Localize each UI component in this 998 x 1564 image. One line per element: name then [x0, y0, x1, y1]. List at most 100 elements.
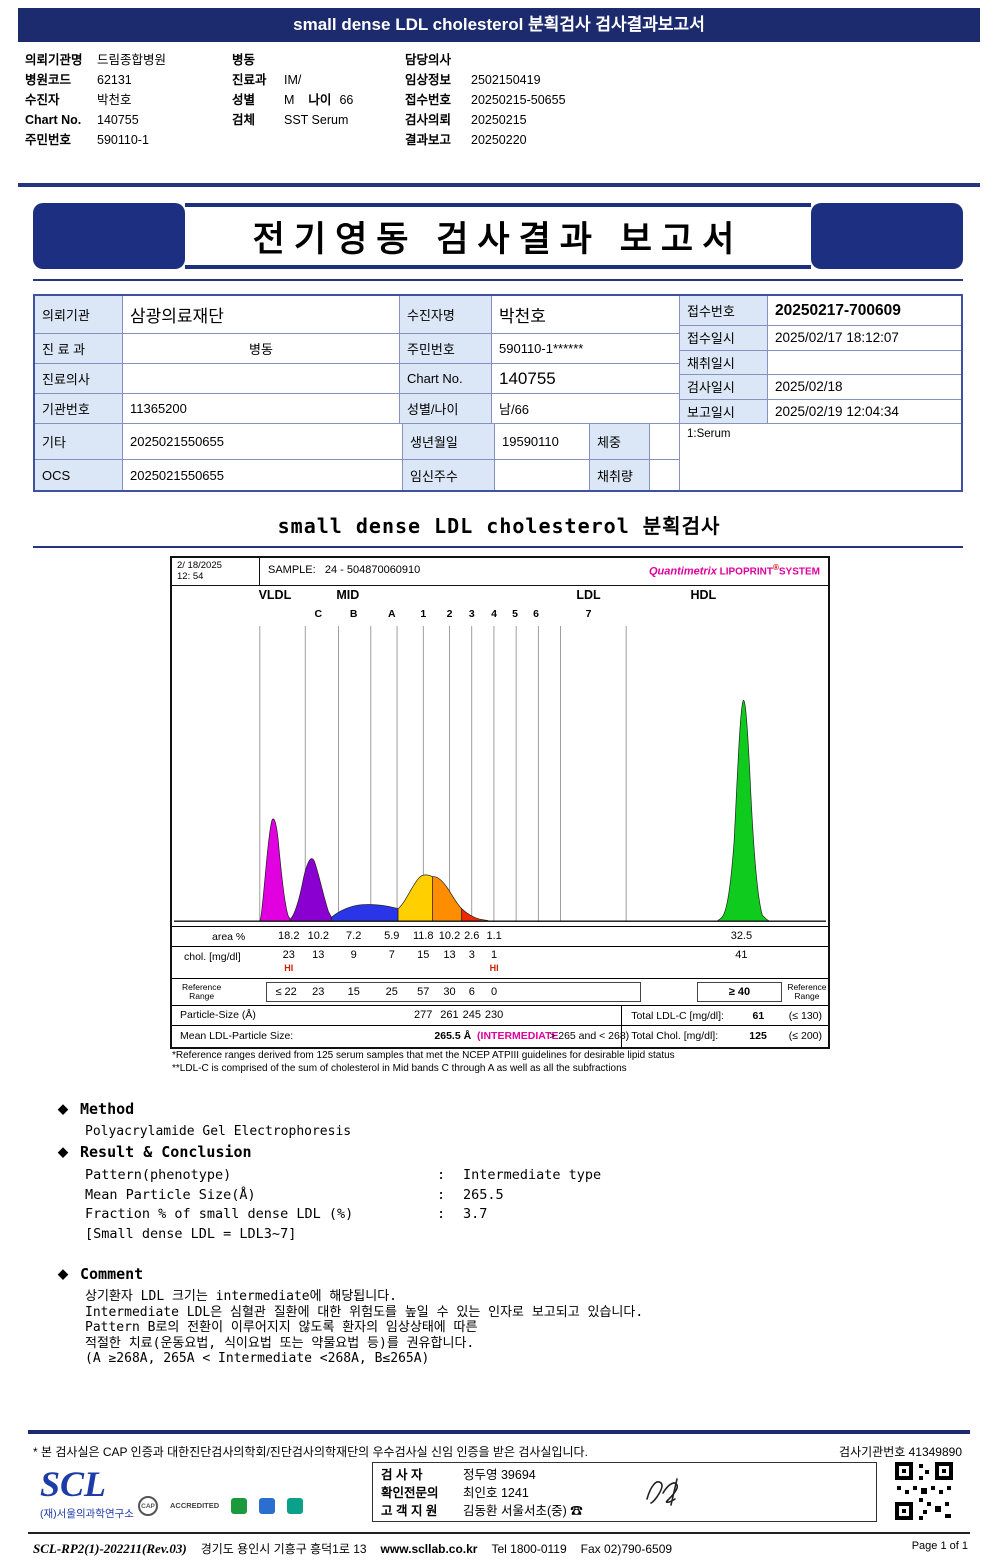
banner-underline [33, 279, 963, 281]
ref-value: 15 [347, 986, 360, 998]
brand-lipoprint: LIPOPRINT [719, 566, 773, 578]
staff-label: 확인전문의 [381, 1486, 439, 1500]
area-value: 2.6 [464, 930, 480, 942]
accreditation-logo-icon [287, 1498, 304, 1514]
mean-label: Mean LDL-Particle Size: [180, 1030, 294, 1042]
cell-label: 기타 [35, 424, 123, 460]
peak-ldl3 [461, 907, 489, 922]
info-row: 보고일시 2025/02/19 12:04:34 [680, 399, 961, 424]
result-value: Intermediate type [463, 1167, 602, 1183]
accreditation-logo-icon [231, 1498, 248, 1514]
ref-value: 6 [468, 986, 475, 998]
field-value: 2502150419 [471, 73, 541, 87]
area-value: 7.2 [346, 930, 362, 942]
method-heading-row: ◆ Method [58, 1100, 351, 1118]
ref-value: ≤ 22 [275, 986, 297, 998]
accreditation-logos: CAP ACCREDITED [138, 1496, 304, 1516]
info-table-right: 접수번호 20250217-700609 접수일시 2025/02/17 18:12… [680, 296, 961, 424]
chol-value: 15 [417, 949, 430, 961]
mean-range: > 265 and < 268) [549, 1030, 630, 1042]
field-value: 20250215 [471, 113, 527, 127]
result-row: Pattern(phenotype): Intermediate type [85, 1167, 601, 1187]
field-value: 62131 [97, 73, 132, 87]
mean-phenotype: (INTERMEDIATE [477, 1030, 559, 1042]
cell-label: 생년월일 [403, 424, 495, 460]
signature-icon [646, 1478, 679, 1506]
comment-line: (A ≥268A, 265A < Intermediate <268A, B≤2… [85, 1351, 430, 1366]
report-banner: 전기영동 검사결과 보고서 [33, 203, 963, 269]
field-label: 결과보고 [405, 133, 452, 147]
fraction-peaks [259, 700, 771, 922]
field-label: 성별 [232, 93, 256, 107]
cell-value: 병동 [123, 334, 400, 364]
comment-heading-row: ◆ Comment [58, 1265, 643, 1283]
cell-label: Chart No. [400, 364, 492, 394]
header-field: 의뢰기관명 드림종합병원 [25, 50, 230, 70]
method-section: ◆ Method Polyacrylamide Gel Electrophore… [58, 1100, 351, 1139]
area-value: 11.8 [412, 930, 434, 942]
reference-box-main [265, 982, 642, 1002]
area-percent-row: area % 18.2 10.2 7.2 5.9 11.8 10.2 2.6 1… [172, 926, 828, 946]
info-table-bottom-left: 기타 2025021550655 생년월일 19590110 체중 OCS 20… [35, 424, 680, 490]
chart-footnotes: *Reference ranges derived from 125 serum… [172, 1050, 852, 1075]
cell-label: OCS [35, 460, 123, 490]
cell-label: 임신주수 [403, 460, 495, 490]
area-value: 5.9 [384, 930, 400, 942]
result-value: 265.5 [463, 1186, 504, 1203]
field-label: 검체 [232, 113, 256, 127]
cell-label: 보고일시 [680, 399, 768, 423]
serum-note: 1:Serum [687, 428, 731, 440]
cap-accredited-text: ACCREDITED [170, 1501, 220, 1510]
peak-mid-c [289, 858, 332, 922]
lab-tel: Tel 1800-0119 [491, 1542, 567, 1556]
peak-vldl [259, 818, 291, 922]
footer-divider [28, 1430, 970, 1434]
patient-info-table: 의뢰기관 삼광의료재단 수진자명 박천호 진 료 과 병동 주민번호 59011… [33, 294, 963, 492]
total-ldl-value: 61 [752, 1010, 765, 1022]
cell-value: 2025021550655 [123, 460, 403, 490]
footer-bottom-row: SCL-RP2(1)-202211(Rev.03) 경기도 용인시 기흥구 흥덕… [33, 1540, 672, 1557]
cell-value: 박천호 [492, 296, 680, 334]
band-ldl-7: 7 [585, 608, 592, 620]
peak-hdl [715, 700, 771, 922]
header-field: 병원코드 62131 [25, 70, 230, 90]
chart-datetime: 2/ 18/2025 12: 54 [172, 558, 260, 585]
result-label: Pattern(phenotype) [85, 1167, 232, 1183]
comment-line: Pattern B로의 전환이 이루어지지 않도록 환자의 임상상태에 따른 [85, 1320, 478, 1335]
cell-label: 수진자명 [400, 296, 492, 334]
cell-value: 2025/02/18 [775, 379, 843, 395]
field-label: 의뢰기관명 [25, 53, 83, 67]
field-value: IM/ [284, 73, 302, 87]
cell-value: 20250217-700609 [775, 301, 901, 319]
header-field: 결과보고 20250220 [405, 130, 715, 150]
total-chol-ref: (≤ 200) [788, 1030, 822, 1042]
staff-row: 검 사 자 정두영 39694 [381, 1466, 868, 1484]
report-title-bar: small dense LDL cholesterol 분획검사 검사결과보고서 [18, 8, 980, 42]
document-code: SCL-RP2(1)-202211(Rev.03) [33, 1541, 187, 1556]
result-label: Mean Particle Size(Å) [85, 1186, 256, 1203]
comment-line: 상기환자 LDL 크기는 intermediate에 해당됩니다. [85, 1289, 398, 1304]
row-label: area % [212, 931, 246, 943]
ref-label-line1: Reference [787, 982, 827, 992]
cell-label: 성별/나이 [400, 394, 492, 424]
cell-value: 2025021550655 [123, 424, 403, 460]
area-value: 10.2 [438, 930, 461, 942]
area-value: 10.2 [307, 930, 329, 942]
qr-code [893, 1460, 955, 1522]
brand-quantimetrix: Quantimetrix [648, 565, 717, 578]
chart-sample: SAMPLE: 24 - 504870060910 [260, 558, 649, 585]
ref-label-right: Reference Range [787, 983, 826, 1001]
sample-value: 24 - 504870060910 [324, 564, 421, 576]
electrophoresis-curve [174, 626, 826, 922]
lab-address: 경기도 용인시 기흥구 흥덕1로 13 [200, 1542, 367, 1556]
field-label: 접수번호 [405, 93, 452, 107]
field-label: Chart No. [25, 113, 82, 127]
comment-section: ◆ Comment 상기환자 LDL 크기는 intermediate에 해당됩… [58, 1265, 643, 1367]
cell-label: 접수번호 [680, 296, 768, 325]
totals-separator [621, 1006, 623, 1025]
header-field: 검체 SST Serum [232, 110, 407, 130]
info-row: 접수일시 2025/02/17 18:12:07 [680, 326, 961, 351]
header-field: 임상정보 2502150419 [405, 70, 715, 90]
certification-note: * 본 검사실은 CAP 인증과 대한진단검사의학회/진단검사의학재단의 우수검… [33, 1445, 588, 1459]
cell-label: 체중 [590, 424, 650, 460]
